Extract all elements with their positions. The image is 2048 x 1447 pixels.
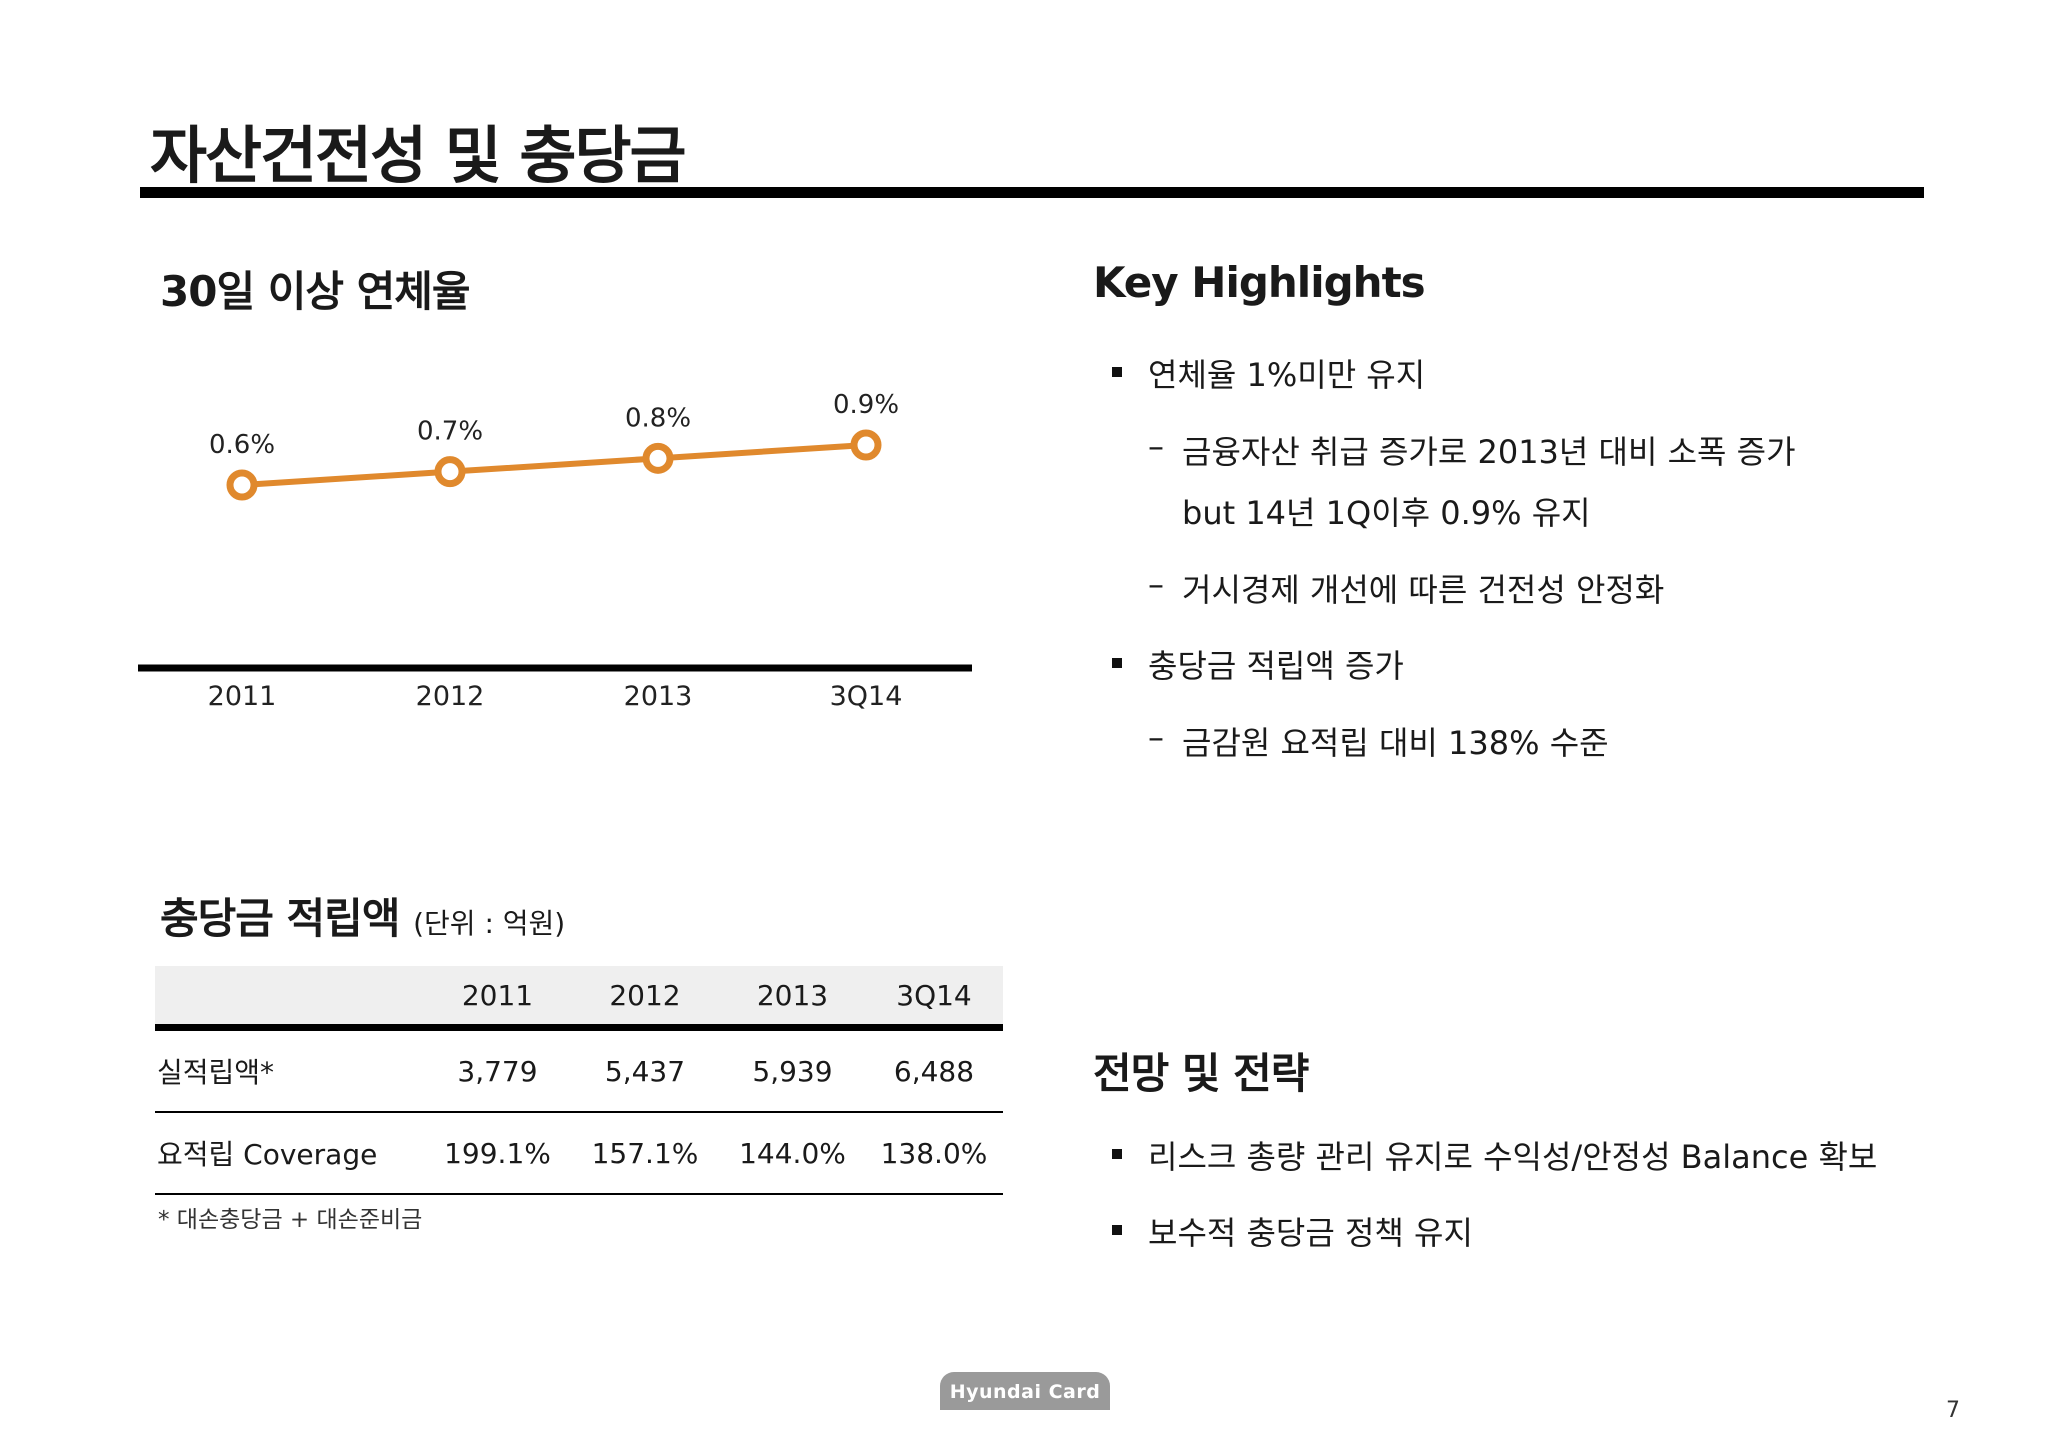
bullet-icon bbox=[1112, 658, 1122, 668]
table-header-row: 2011 2012 2013 3Q14 bbox=[155, 966, 1003, 1031]
highlights-heading: Key Highlights bbox=[1093, 258, 1426, 307]
table-cell: 144.0% bbox=[720, 1112, 865, 1195]
table-row: 요적립 Coverage 199.1% 157.1% 144.0% 138.0% bbox=[155, 1112, 1003, 1195]
table-footnote: * 대손충당금 + 대손준비금 bbox=[158, 1207, 423, 1233]
table-cell: 5,437 bbox=[570, 1027, 720, 1113]
column-header: 2011 bbox=[425, 966, 570, 1031]
data-point bbox=[642, 442, 674, 474]
outlook-item: 보수적 충당금 정책 유지 bbox=[1148, 1214, 1473, 1252]
highlight-item: 연체율 1%미만 유지 bbox=[1148, 356, 1426, 394]
outlook-heading: 전망 및 전략 bbox=[1093, 1049, 1309, 1098]
table-row: 실적립액* 3,779 5,437 5,939 6,488 bbox=[155, 1027, 1003, 1113]
x-tick-label: 2012 bbox=[416, 681, 485, 712]
logo-text: Hyundai Card bbox=[949, 1381, 1101, 1403]
hyundai-card-logo: Hyundai Card bbox=[940, 1372, 1110, 1410]
data-label: 0.6% bbox=[209, 430, 275, 460]
highlight-item: 충당금 적립액 증가 bbox=[1148, 647, 1404, 685]
provision-unit: (단위 : 억원) bbox=[413, 907, 566, 940]
table-cell: 157.1% bbox=[570, 1112, 720, 1195]
dash-icon: – bbox=[1148, 718, 1164, 756]
column-header: 3Q14 bbox=[865, 966, 1003, 1031]
row-label: 요적립 Coverage bbox=[155, 1112, 425, 1195]
data-label: 0.8% bbox=[625, 403, 691, 433]
series-line bbox=[239, 442, 869, 488]
row-label: 실적립액* bbox=[155, 1027, 425, 1113]
highlight-subitem: 거시경제 개선에 따른 건전성 안정화 bbox=[1182, 571, 1665, 609]
provision-heading-text: 충당금 적립액 bbox=[160, 894, 400, 943]
data-point bbox=[434, 456, 466, 488]
column-header bbox=[155, 966, 425, 1031]
outlook-item: 리스크 총량 관리 유지로 수익성/안정성 Balance 확보 bbox=[1148, 1138, 1878, 1176]
column-header: 2013 bbox=[720, 966, 865, 1031]
table-cell: 3,779 bbox=[425, 1027, 570, 1113]
dash-icon: – bbox=[1148, 565, 1164, 603]
x-tick-label: 3Q14 bbox=[830, 681, 903, 712]
bullet-icon bbox=[1112, 1225, 1122, 1235]
delinquency-line-chart: 0.6% 2011 0.7% 2012 0.8% 2013 0.9% 3Q14 bbox=[138, 390, 972, 712]
data-label: 0.9% bbox=[833, 390, 899, 420]
provision-table: 2011 2012 2013 3Q14 실적립액* 3,779 5,437 5,… bbox=[155, 966, 1003, 1195]
column-header: 2012 bbox=[570, 966, 720, 1031]
table-cell: 5,939 bbox=[720, 1027, 865, 1113]
data-label: 0.7% bbox=[417, 417, 483, 447]
x-tick-label: 2013 bbox=[624, 681, 693, 712]
provision-heading: 충당금 적립액 (단위 : 억원) bbox=[160, 885, 565, 946]
title-divider bbox=[140, 187, 1924, 198]
highlight-subitem: 금융자산 취급 증가로 2013년 대비 소폭 증가 bbox=[1182, 433, 1796, 471]
table-cell: 6,488 bbox=[865, 1027, 1003, 1113]
highlight-subitem: but 14년 1Q이후 0.9% 유지 bbox=[1182, 494, 1591, 532]
page-number: 7 bbox=[1946, 1398, 1960, 1423]
table-cell: 199.1% bbox=[425, 1112, 570, 1195]
data-point bbox=[226, 469, 258, 501]
bullet-icon bbox=[1112, 367, 1122, 377]
table-cell: 138.0% bbox=[865, 1112, 1003, 1195]
x-tick-label: 2011 bbox=[208, 681, 277, 712]
delinquency-heading: 30일 이상 연체율 bbox=[160, 267, 471, 316]
data-point bbox=[850, 429, 882, 461]
dash-icon: – bbox=[1148, 427, 1164, 465]
highlight-subitem: 금감원 요적립 대비 138% 수준 bbox=[1182, 724, 1609, 762]
page-title: 자산건전성 및 충당금 bbox=[150, 119, 687, 192]
bullet-icon bbox=[1112, 1149, 1122, 1159]
